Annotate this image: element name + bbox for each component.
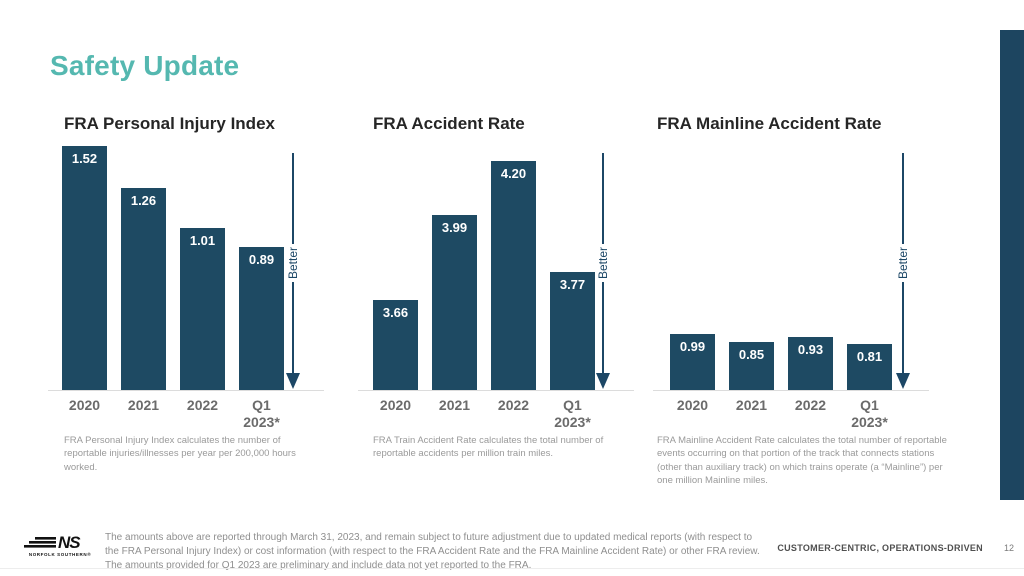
- right-accent-bar: [1000, 30, 1024, 500]
- better-label: Better: [286, 247, 300, 280]
- arrow-line: [292, 153, 294, 244]
- bar-2020: 3.66: [373, 300, 418, 390]
- x-axis-labels: 2020 2021 2022 Q1 2023*: [62, 397, 284, 431]
- chart-footnote: FRA Mainline Accident Rate calculates th…: [657, 435, 947, 486]
- chart-footnote: FRA Personal Injury Index calculates the…: [64, 435, 296, 473]
- bar-group: 3.66 3.99 4.20 3.77: [373, 110, 595, 390]
- bar-2022: 0.93: [788, 337, 833, 390]
- bar-group: 0.99 0.85 0.93 0.81: [670, 110, 892, 390]
- x-axis-line: [358, 390, 634, 391]
- bar-value-label: 0.89: [248, 252, 275, 267]
- bar-value-label: 3.99: [441, 220, 468, 235]
- x-axis-line: [48, 390, 324, 391]
- page-number: 12: [1003, 543, 1014, 553]
- ns-logo: NS NORFOLK SOUTHERN®: [24, 534, 110, 557]
- x-axis-label: 2022: [497, 397, 530, 413]
- arrow-line: [902, 153, 904, 244]
- arrow-head-icon: [896, 373, 910, 390]
- footer-tagline: CUSTOMER-CENTRIC, OPERATIONS-DRIVEN: [777, 543, 983, 553]
- bar-value-label: 0.99: [679, 339, 706, 354]
- bar-2022: 4.20: [491, 161, 536, 390]
- x-axis-labels: 2020 2021 2022 Q1 2023*: [670, 397, 892, 431]
- bar-group: 1.52 1.26 1.01 0.89: [62, 110, 284, 390]
- bar-2020: 0.99: [670, 334, 715, 390]
- x-axis-label: 2020: [68, 397, 101, 413]
- better-label: Better: [896, 247, 910, 280]
- x-axis-line: [653, 390, 929, 391]
- arrow-line: [902, 282, 904, 374]
- chart-fra-mainline-accident-rate: FRA Mainline Accident Rate 0.99 0.85 0.93 0…: [653, 110, 960, 510]
- bar-2021: 3.99: [432, 215, 477, 390]
- ns-logo-stripes-icon: [24, 537, 56, 548]
- arrow-head-icon: [596, 373, 610, 390]
- bar-value-label: 0.93: [797, 342, 824, 357]
- bar-q1-2023-: 0.81: [847, 344, 892, 390]
- chart-title: FRA Accident Rate: [373, 114, 525, 133]
- x-axis-label: 2021: [127, 397, 160, 413]
- bar-2020: 1.52: [62, 146, 107, 390]
- bar-value-label: 3.66: [382, 305, 409, 320]
- x-axis-label: Q1 2023*: [554, 397, 591, 430]
- x-axis-label: Q1 2023*: [243, 397, 280, 430]
- bar-value-label: 1.01: [189, 233, 216, 248]
- bar-value-label: 1.52: [71, 151, 98, 166]
- better-arrow: Better: [895, 153, 911, 390]
- x-axis-label: 2021: [438, 397, 471, 413]
- arrow-head-icon: [286, 373, 300, 390]
- x-axis-label: 2020: [676, 397, 709, 413]
- bar-value-label: 0.85: [738, 347, 765, 362]
- x-axis-label: 2022: [186, 397, 219, 413]
- chart-fra-accident-rate: FRA Accident Rate 3.66 3.99 4.20 3.77 2020 2…: [358, 110, 665, 510]
- bar-2021: 0.85: [729, 342, 774, 390]
- bar-value-label: 1.26: [130, 193, 157, 208]
- x-axis-label: 2022: [794, 397, 827, 413]
- ns-logo-caption: NORFOLK SOUTHERN®: [28, 552, 92, 557]
- bottom-divider: [0, 568, 1024, 569]
- arrow-line: [292, 282, 294, 374]
- x-axis-label: 2020: [379, 397, 412, 413]
- chart-fra-personal-injury-index: FRA Personal Injury Index 1.52 1.26 1.01 0.…: [48, 110, 355, 510]
- arrow-line: [602, 282, 604, 374]
- bar-q1-2023-: 3.77: [550, 272, 595, 390]
- bar-value-label: 0.81: [856, 349, 883, 364]
- bar-value-label: 3.77: [559, 277, 586, 292]
- chart-title: FRA Mainline Accident Rate: [657, 114, 882, 133]
- bar-2021: 1.26: [121, 188, 166, 390]
- page-title: Safety Update: [50, 49, 240, 81]
- x-axis-label: 2021: [735, 397, 768, 413]
- bar-q1-2023-: 0.89: [239, 247, 284, 390]
- chart-title: FRA Personal Injury Index: [64, 114, 275, 133]
- ns-logo-letters: NS: [58, 533, 81, 552]
- arrow-line: [602, 153, 604, 244]
- better-label: Better: [596, 247, 610, 280]
- chart-footnote: FRA Train Accident Rate calculates the t…: [373, 435, 604, 460]
- x-axis-label: Q1 2023*: [851, 397, 888, 430]
- bar-value-label: 4.20: [500, 166, 527, 181]
- disclaimer-text: The amounts above are reported through M…: [105, 532, 760, 572]
- bar-2022: 1.01: [180, 228, 225, 390]
- better-arrow: Better: [285, 153, 301, 390]
- x-axis-labels: 2020 2021 2022 Q1 2023*: [373, 397, 595, 431]
- better-arrow: Better: [595, 153, 611, 390]
